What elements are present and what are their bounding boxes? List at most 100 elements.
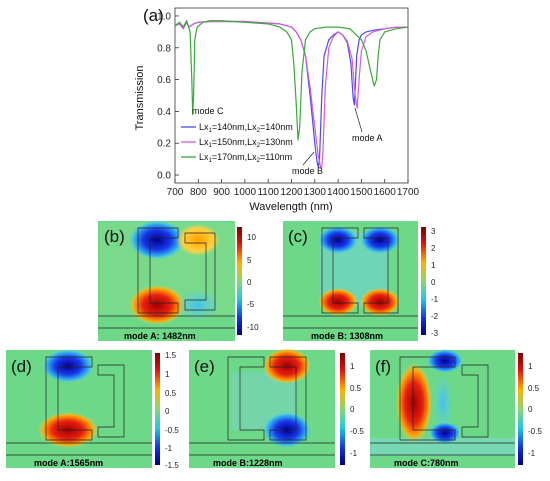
field-map-f: (f) mode C:780nm 1 0.5 0 -0.5 -1 (370, 349, 542, 468)
svg-text:-2: -2 (431, 312, 439, 321)
svg-text:-10: -10 (247, 323, 259, 332)
y-tick-label: 0.0 (157, 171, 171, 182)
mode-caption-c: mode B: 1308nm (311, 331, 383, 341)
resonator-outline-right (461, 364, 489, 438)
annotation-arrow-a (354, 107, 363, 133)
svg-text:-3: -3 (431, 329, 439, 338)
resonator-outline-left (45, 356, 93, 441)
svg-text:1: 1 (431, 261, 436, 270)
panel-label-a: (a) (143, 6, 164, 25)
legend-label-2: Lx1=150nm,Lx2=130nm (199, 137, 293, 149)
resonator-outline-right (97, 364, 125, 438)
colorbar (421, 227, 426, 335)
panel-label-c: (c) (288, 227, 308, 246)
annotation-mode-c: mode C (192, 106, 224, 116)
field-lobe (360, 226, 400, 254)
svg-text:0: 0 (431, 278, 436, 287)
field-lobe (396, 363, 432, 443)
panel-label-d: (d) (11, 357, 32, 376)
svg-text:-0.5: -0.5 (165, 426, 179, 435)
svg-text:-1: -1 (165, 444, 173, 453)
svg-text:0: 0 (528, 405, 533, 414)
field-lobe (129, 285, 185, 325)
x-tick-label: 800 (190, 187, 207, 198)
x-axis: 700 800 900 1000 1100 1200 1300 1400 1500 1600 170… (167, 179, 420, 198)
y-axis-label: Transmission (134, 66, 146, 131)
svg-text:5: 5 (247, 256, 252, 265)
resonator-outline-right (184, 232, 216, 311)
svg-text:1: 1 (528, 362, 533, 371)
mode-caption-b: mode A: 1482nm (124, 331, 196, 341)
resonator-outline-right (363, 227, 399, 314)
colorbar (340, 353, 345, 465)
mode-caption-f: mode C:780nm (394, 458, 459, 468)
resonator-outline-left (137, 227, 179, 314)
svg-text:3: 3 (431, 227, 436, 236)
x-tick-label: 700 (167, 187, 184, 198)
x-tick-label: 1000 (234, 187, 257, 198)
svg-text:0: 0 (247, 278, 252, 287)
field-map-d: (d) mode A:1565nm 1.5 1 0.5 0 -0.5 -1 -1… (6, 349, 179, 470)
svg-text:-1: -1 (350, 449, 358, 458)
field-lobe (318, 226, 358, 254)
resonator-outline-right (269, 356, 307, 441)
svg-text:10: 10 (247, 233, 256, 242)
x-tick-label: 1500 (350, 187, 373, 198)
field-lobe (129, 220, 185, 260)
annotation-mode-b: mode B (292, 166, 323, 176)
y-axis: 0.0 0.2 0.4 0.6 0.8 1.0 (157, 11, 179, 182)
transmission-chart: (a) 0.0 0.2 0.4 0.6 0.8 1.0 700 800 900 1000 1100… (134, 6, 420, 213)
x-tick-label: 1400 (327, 187, 350, 198)
legend: Lx1=140nm,Lx2=140nm Lx1=150nm,Lx2=130nm … (181, 122, 293, 164)
mode-caption-d: mode A:1565nm (34, 458, 103, 468)
field-lobe (360, 288, 400, 316)
svg-text:0.5: 0.5 (528, 384, 540, 393)
svg-text:1.5: 1.5 (165, 351, 177, 360)
annotation-arrow-b (302, 151, 315, 166)
y-tick-label: 0.6 (157, 75, 171, 86)
field-map-b: (b) mode A: 1482nm 10 5 0 -5 -10 (98, 220, 259, 341)
svg-text:-1: -1 (528, 449, 536, 458)
svg-text:1: 1 (165, 370, 170, 379)
svg-text:0: 0 (165, 407, 170, 416)
series-line-3 (174, 20, 409, 141)
svg-text:-0.5: -0.5 (528, 427, 542, 436)
annotations: mode C mode B mode A (192, 106, 383, 176)
legend-label-3: Lx1=170nm,Lx2=110nm (199, 152, 292, 164)
field-lobe (433, 373, 453, 433)
resonator-outline-left (321, 227, 359, 314)
x-tick-label: 1300 (304, 187, 327, 198)
field-lobe (429, 422, 461, 444)
x-tick-label: 1200 (280, 187, 303, 198)
colorbar (155, 353, 160, 465)
x-axis-label: Wavelength (nm) (249, 201, 332, 213)
x-tick-label: 1600 (374, 187, 397, 198)
field-lobe (176, 224, 220, 256)
svg-text:0.5: 0.5 (165, 389, 177, 398)
field-map-c: (c) mode B: 1308nm 3 2 1 0 -1 -2 -3 (283, 221, 439, 341)
annotation-mode-a: mode A (352, 133, 383, 143)
mode-caption-e: mode B:1228nm (213, 458, 283, 468)
colorbar (518, 353, 523, 465)
svg-text:-0.5: -0.5 (350, 427, 364, 436)
panel-label-e: (e) (194, 357, 215, 376)
x-tick-label: 900 (213, 187, 230, 198)
field-lobe (318, 288, 358, 316)
field-lobe (42, 349, 94, 383)
svg-text:2: 2 (431, 244, 436, 253)
x-tick-label: 1700 (397, 187, 420, 198)
svg-text:1: 1 (350, 362, 355, 371)
resonator-outline-left (399, 356, 456, 441)
y-tick-label: 0.4 (157, 107, 171, 118)
svg-text:-5: -5 (247, 300, 255, 309)
resonator-outline-left (227, 356, 265, 441)
y-tick-label: 0.2 (157, 139, 171, 150)
colorbar-ticks: 1 0.5 0 -0.5 -1 (528, 362, 542, 458)
colorbar-ticks: 1 0.5 0 -0.5 -1 (350, 362, 364, 458)
colorbar-ticks: 3 2 1 0 -1 -2 -3 (431, 227, 439, 338)
panel-label-f: (f) (375, 357, 391, 376)
field-lobe (427, 349, 463, 373)
y-tick-label: 1.0 (157, 11, 171, 22)
colorbar-ticks: 10 5 0 -5 -10 (247, 233, 259, 332)
